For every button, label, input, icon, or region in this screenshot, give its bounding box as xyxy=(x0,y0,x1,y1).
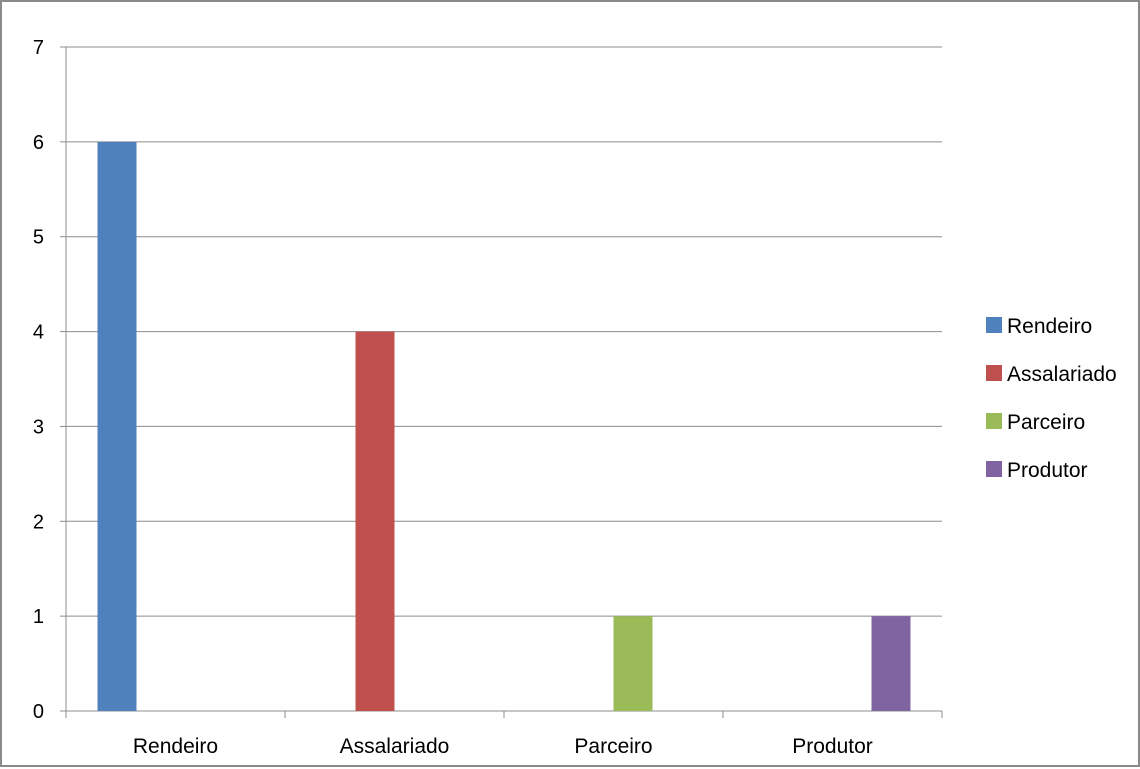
legend-item-label: Assalariado xyxy=(1007,363,1117,386)
x-category-label: Rendeiro xyxy=(133,735,218,758)
y-tick-label: 4 xyxy=(33,322,44,344)
bar-parceiro-parceiro xyxy=(613,616,653,711)
x-category-label: Produtor xyxy=(792,735,873,758)
bar-assalariado-assalariado xyxy=(355,331,395,711)
legend-swatch xyxy=(986,365,1002,381)
gridlines xyxy=(66,46,942,617)
legend: Rendeiro Assalariado Parceiro Produtor xyxy=(986,315,1117,482)
y-tick-label: 6 xyxy=(33,132,44,154)
bars xyxy=(97,141,911,711)
legend-swatch xyxy=(986,317,1002,333)
y-tick-label: 3 xyxy=(33,416,44,438)
axis-labels: 0 1 2 3 4 5 6 7 Rendeiro Assalariado Parceiro Produ… xyxy=(33,37,873,758)
axes xyxy=(60,46,943,718)
legend-item-label: Produtor xyxy=(1007,459,1088,482)
legend-swatch xyxy=(986,413,1002,429)
legend-item-label: Parceiro xyxy=(1007,411,1085,434)
y-tick-label: 1 xyxy=(33,606,44,628)
x-category-label: Assalariado xyxy=(340,735,450,758)
legend-item-label: Rendeiro xyxy=(1007,315,1092,338)
legend-swatch xyxy=(986,461,1002,477)
bar-produtor-produtor xyxy=(871,616,911,711)
bar-rendeiro-rendeiro xyxy=(97,141,137,711)
y-tick-label: 7 xyxy=(33,37,44,59)
x-category-label: Parceiro xyxy=(574,735,652,758)
y-tick-label: 2 xyxy=(33,511,44,533)
y-tick-label: 5 xyxy=(33,227,44,249)
y-tick-label: 0 xyxy=(33,701,44,723)
